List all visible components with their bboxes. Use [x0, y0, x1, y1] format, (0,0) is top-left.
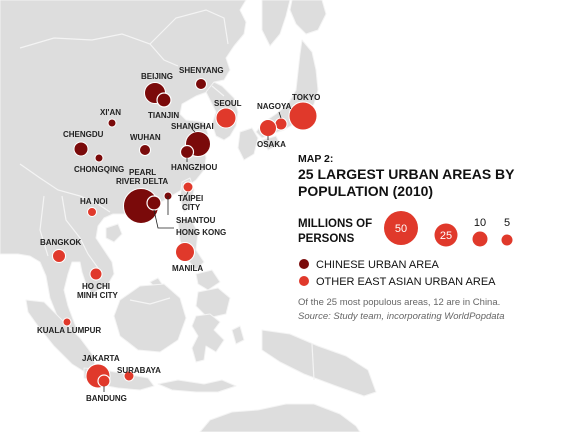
map-number: MAP 2: — [298, 153, 333, 165]
size-legend-title-1: MILLIONS OF — [298, 218, 372, 230]
russia-china-border — [149, 9, 229, 45]
marker-hangzhou — [179, 144, 195, 160]
label-tokyo: TOKYO — [292, 93, 320, 102]
legend-other-label: OTHER EAST ASIAN URBAN AREA — [316, 276, 496, 288]
mongolia-border — [19, 33, 179, 67]
label-seoul: SEOUL — [214, 99, 242, 108]
map-title-block: MAP 2: 25 LARGEST URBAN AREAS BY POPULAT… — [298, 153, 515, 199]
marker-surabaya — [123, 370, 135, 382]
marker-wuhan — [139, 144, 151, 156]
marker-manila — [175, 242, 195, 262]
korea-border — [211, 85, 225, 97]
marker-bandung — [97, 374, 111, 388]
label-ho-chi-minh-2: MINH CITY — [77, 291, 119, 300]
label-ha-noi: HA NOI — [80, 197, 108, 206]
marker-tokyo — [288, 101, 318, 131]
label-chongqing: CHONGQING — [74, 165, 124, 174]
label-shanghai: SHANGHAI — [171, 122, 214, 131]
size-legend-circle-50 — [384, 211, 418, 245]
label-taipei-2: CITY — [182, 203, 201, 212]
marker-bangkok — [52, 249, 66, 263]
label-tianjin: TIANJIN — [148, 111, 179, 120]
new-guinea-border — [311, 343, 315, 381]
size-legend-value-50: 50 — [395, 223, 407, 235]
city-markers — [52, 78, 318, 389]
map-title-line-2: POPULATION (2010) — [298, 183, 433, 199]
label-hong-kong: HONG KONG — [176, 228, 226, 237]
mindanao-landmass — [195, 287, 231, 319]
size-legend-circle-10 — [472, 231, 488, 247]
leader-lines — [103, 111, 282, 392]
mekong-borders — [39, 195, 99, 269]
marker-xian — [107, 118, 117, 128]
map-title-line-1: 25 LARGEST URBAN AREAS BY — [298, 166, 515, 182]
leader-nagoya — [278, 111, 282, 119]
visayas-landmass — [195, 269, 221, 291]
australia-landmass — [199, 403, 361, 432]
label-pearl-river-delta-1: PEARL — [129, 168, 156, 177]
label-kuala-lumpur: KUALA LUMPUR — [37, 326, 101, 335]
size-legend-value-10: 10 — [474, 217, 486, 229]
marker-chongqing — [94, 153, 104, 163]
legend-chinese-swatch — [299, 259, 309, 269]
label-taipei-1: TAIPEI — [178, 194, 203, 203]
label-hangzhou: HANGZHOU — [171, 163, 217, 172]
legend-other-swatch — [299, 276, 309, 286]
map-source: Source: Study team, incorporating WorldP… — [298, 311, 504, 322]
label-chengdu: CHENGDU — [63, 130, 104, 139]
label-surabaya: SURABAYA — [117, 366, 161, 375]
marker-taipei — [182, 181, 194, 193]
label-jakarta: JAKARTA — [82, 354, 120, 363]
label-bandung: BANDUNG — [86, 394, 127, 403]
size-legend: MILLIONS OF PERSONS 50 25 10 5 — [298, 211, 513, 247]
size-legend-circle-25 — [434, 223, 458, 247]
marker-osaka — [259, 119, 277, 137]
label-pearl-river-delta-2: RIVER DELTA — [116, 177, 168, 186]
label-nagoya: NAGOYA — [257, 102, 292, 111]
marker-chengdu — [73, 141, 89, 157]
legend-chinese-label: CHINESE URBAN AREA — [316, 259, 440, 271]
label-xian: XI'AN — [100, 108, 121, 117]
label-manila: MANILA — [172, 264, 203, 273]
size-legend-value-25: 25 — [440, 230, 452, 242]
map-footnote: Of the 25 most populous areas, 12 are in… — [298, 297, 500, 308]
marker-ho-chi-minh — [89, 267, 103, 281]
hokkaido-landmass — [289, 0, 327, 35]
label-osaka: OSAKA — [257, 140, 286, 149]
shikoku-landmass — [261, 135, 281, 151]
label-beijing: BEIJING — [141, 72, 173, 81]
lesser-sunda-landmass — [157, 379, 237, 393]
internal-borders — [19, 9, 315, 381]
marker-seoul — [215, 107, 237, 129]
china-southwest-border — [19, 163, 111, 213]
type-legend: CHINESE URBAN AREA OTHER EAST ASIAN URBA… — [299, 259, 496, 288]
kyushu-landmass — [237, 127, 259, 161]
leader-hong-kong — [153, 209, 174, 229]
leader-shanghai — [191, 128, 196, 133]
sulawesi-landmass — [191, 313, 225, 363]
marker-ha-noi — [87, 207, 97, 217]
label-shenyang: SHENYANG — [179, 66, 224, 75]
size-legend-circle-5 — [501, 234, 513, 246]
marker-kuala-lumpur — [62, 317, 72, 327]
hainan-landmass — [105, 223, 123, 243]
borneo-border — [129, 297, 171, 305]
marker-hong-kong — [146, 195, 162, 211]
new-guinea-landmass — [261, 329, 377, 397]
label-bangkok: BANGKOK — [40, 238, 82, 247]
label-ho-chi-minh-1: HO CHI — [82, 282, 110, 291]
city-labels: SHENYANG BEIJING TIANJIN XI'AN SHANGHAI … — [37, 66, 320, 403]
marker-shenyang — [195, 78, 207, 90]
leader-taipei — [185, 191, 189, 197]
marker-tianjin — [156, 92, 172, 108]
size-legend-value-5: 5 — [504, 217, 510, 229]
sakhalin-landmass — [261, 0, 291, 47]
label-wuhan: WUHAN — [130, 133, 161, 142]
land-layer — [0, 0, 377, 432]
size-legend-title-2: PERSONS — [298, 233, 355, 245]
maluku-landmass — [231, 325, 245, 345]
label-shantou: SHANTOU — [176, 216, 216, 225]
